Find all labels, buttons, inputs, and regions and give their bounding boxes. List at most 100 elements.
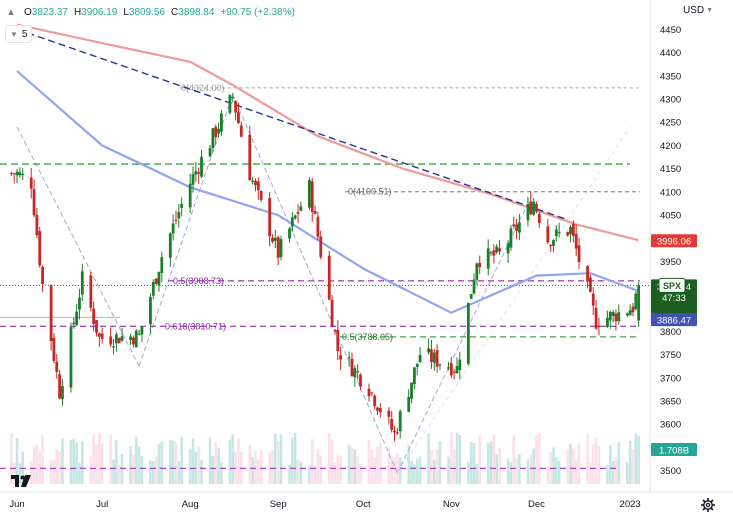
volume-bar [486,442,490,484]
candle-body [132,337,135,345]
volume-bar [552,447,555,484]
candle-body [208,148,212,157]
volume-bar [174,442,178,484]
candle-body [373,395,377,407]
candle-body [611,312,615,316]
candle-body [327,255,331,300]
candle-body [75,311,79,325]
candle-body [140,326,144,335]
time-tick-label: Nov [443,499,460,510]
candle-body [129,336,132,341]
candle-body [608,311,612,321]
candle-body [390,418,394,430]
volume-bar [450,432,453,484]
candle-body [415,363,419,367]
tradingview-logo-icon[interactable] [10,472,34,490]
volume-bar [339,456,342,484]
volume-bar [100,442,104,484]
spx-symbol-tag: SPX [658,277,686,293]
candle-body [435,350,439,367]
candle-body [38,231,42,266]
volume-bar [268,451,271,484]
volume-bar [279,434,283,484]
candle-body [61,386,64,400]
candle-body [438,364,442,366]
candle-body [498,248,501,252]
collapse-arrow-icon[interactable]: ▼ [10,29,18,39]
volume-bar [347,444,351,484]
candle-body [180,203,184,208]
candle-body [211,128,215,148]
candle-body [217,128,220,134]
candle-body [18,172,22,176]
volume-bar [506,458,510,484]
candle-body [614,313,618,322]
price-tick-label: 3950 [660,257,681,268]
volume-bar [427,433,430,484]
candle-body [100,333,104,339]
moving-average-200 [16,23,639,242]
volume-bar [61,438,64,484]
volume-bar [149,460,152,484]
settings-gear-icon[interactable] [700,497,716,513]
candle-body [112,346,115,348]
candle-body [231,96,235,98]
volume-bar [92,434,95,484]
candle-body [430,349,433,362]
price-tick-label: 4300 [660,94,681,105]
candle-body [634,293,638,310]
indicator-legend[interactable]: ▼ 5 [5,25,33,43]
candle-body [557,231,561,233]
candle-body [174,219,178,221]
volume-bar [606,464,609,484]
candle-body [15,171,19,176]
candle-body [566,232,570,236]
candle-body [95,320,98,333]
candle-body [330,299,334,327]
fib-label: 0(4324.00) [181,83,225,93]
volume-bar [319,455,323,484]
ma-red-price-tag: 3996.06 [651,234,697,248]
volume-bar [617,442,621,484]
helper-line [396,126,631,474]
price-tick-label: 4150 [660,164,681,175]
volume-bar [373,457,376,484]
volume-bar [237,437,240,484]
volume-bar [498,448,501,484]
volume-bar [430,450,433,484]
candle-body [319,236,323,258]
dropdown-icon: ▼ [706,7,713,14]
candle-body [515,224,518,231]
drawings: 0(4324.00) 0(4100.51) 0.5(3908.73) 0.618(38… [0,83,650,474]
volume-bar [98,433,101,484]
candle-body [58,374,62,399]
candle-body [21,173,25,176]
volume-bar [330,440,334,484]
volume-bar [574,459,578,484]
candle-body [395,432,399,434]
volume-tag-text: 1.708B [659,446,689,457]
candle-body [518,222,521,233]
volume-bar [214,441,218,484]
moving-average-100 [16,70,639,314]
volume-bar [316,449,320,484]
currency-selector[interactable]: USD ▼ [683,5,713,16]
volume-bar [353,449,357,484]
ma-blue-price-tag-text: 3886.47 [657,316,691,327]
price-tick-label: 4400 [660,48,681,59]
candle-body [9,172,13,174]
candle-body [157,271,161,286]
price-tick-label: 4350 [660,71,681,82]
candle-body [214,126,218,137]
volume-bar [535,435,538,484]
time-axis: Jun Jul Aug Sep Oct Nov Dec 2023 [9,499,640,510]
volume-bar [29,461,33,484]
candle-body [492,250,496,256]
candle-body [35,214,39,236]
volume-bar [81,441,84,484]
collapse-chevron-icon[interactable]: ▲ [6,7,16,17]
volume-bar [49,460,53,484]
candle-body [256,181,260,191]
